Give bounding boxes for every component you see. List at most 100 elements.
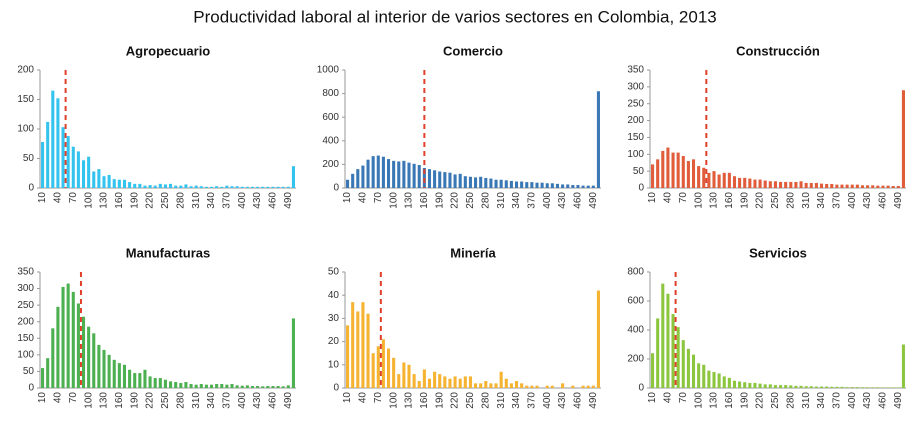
bar (855, 184, 859, 188)
x-tick-label: 130 (709, 392, 720, 409)
bar (555, 183, 560, 188)
bar (881, 387, 885, 388)
y-tick-label: 100 (627, 149, 644, 160)
bar (386, 159, 391, 188)
x-tick-label: 430 (557, 392, 568, 409)
bar (686, 161, 690, 188)
bar (561, 184, 565, 188)
bar (784, 181, 788, 188)
y-tick-label: 200 (322, 159, 339, 170)
bar (235, 186, 239, 188)
bar (514, 181, 519, 188)
bar (433, 371, 437, 388)
bar (707, 370, 711, 388)
bar (250, 186, 255, 188)
x-tick-label: 40 (663, 192, 674, 204)
x-tick-label: 370 (527, 392, 538, 409)
bar (209, 384, 214, 388)
x-tick-label: 310 (191, 392, 202, 409)
x-tick-label: 430 (252, 392, 263, 409)
bar (153, 378, 157, 388)
y-tick-label: 50 (23, 153, 35, 164)
bar (789, 181, 793, 188)
y-tick-label: 0 (333, 183, 339, 194)
x-tick-label: 400 (542, 392, 553, 409)
bar (76, 151, 80, 188)
bar (489, 383, 493, 388)
bar (458, 173, 462, 188)
bar (530, 385, 534, 388)
bar (453, 376, 457, 388)
bar (417, 381, 421, 388)
bar (825, 386, 829, 388)
bar (169, 381, 173, 388)
x-tick-label: 400 (542, 192, 553, 209)
bar (596, 91, 600, 188)
bar (97, 344, 101, 388)
bar (666, 147, 670, 188)
bar (479, 383, 483, 388)
bar (691, 159, 696, 188)
bar (581, 385, 585, 388)
bar (194, 384, 198, 388)
bar (661, 283, 665, 388)
x-tick-label: 490 (283, 392, 294, 409)
bar (779, 181, 783, 188)
bar (61, 286, 65, 388)
bar (266, 186, 270, 188)
bar (158, 183, 162, 188)
bar (520, 181, 524, 188)
panel-title: Minería (450, 245, 496, 260)
bar (671, 314, 675, 388)
bar (504, 378, 508, 388)
bar (66, 136, 70, 188)
bar (448, 378, 452, 388)
bar (545, 183, 549, 188)
bar (392, 160, 396, 188)
y-tick-label: 0 (333, 383, 339, 394)
bar (381, 156, 385, 188)
y-tick-label: 300 (17, 283, 34, 294)
x-tick-label: 190 (739, 192, 750, 209)
x-tick-label: 250 (160, 192, 171, 209)
bar (66, 283, 70, 388)
bar (128, 182, 132, 188)
bar (163, 184, 167, 188)
bar (215, 186, 219, 188)
bar (545, 385, 549, 388)
bar (281, 386, 285, 388)
bar (591, 385, 595, 388)
x-tick-label: 310 (496, 192, 507, 209)
bar (153, 185, 157, 188)
bar (240, 385, 244, 388)
y-tick-label: 50 (23, 366, 35, 377)
bar (102, 176, 106, 188)
bar (427, 169, 432, 188)
bar (794, 385, 798, 388)
bar (351, 173, 355, 188)
x-tick-label: 190 (434, 192, 445, 209)
y-tick-label: 600 (627, 296, 644, 307)
bar (438, 374, 442, 388)
bar (691, 354, 696, 388)
bar (866, 387, 870, 388)
bar (194, 185, 198, 188)
bar (422, 369, 426, 388)
bar (891, 185, 895, 188)
bar (230, 186, 234, 188)
bar (291, 318, 295, 388)
bar (133, 373, 137, 388)
y-tick-label: 150 (17, 333, 34, 344)
x-tick-label: 10 (342, 192, 353, 204)
x-tick-label: 340 (816, 192, 827, 209)
y-tick-label: 40 (328, 290, 340, 301)
bar (250, 386, 255, 388)
bar (830, 183, 834, 188)
bar (245, 385, 249, 388)
bar (407, 162, 411, 188)
bar (707, 172, 711, 188)
bar (71, 146, 75, 188)
x-tick-label: 460 (573, 192, 584, 209)
x-tick-label: 490 (283, 192, 294, 209)
bar (571, 185, 575, 188)
